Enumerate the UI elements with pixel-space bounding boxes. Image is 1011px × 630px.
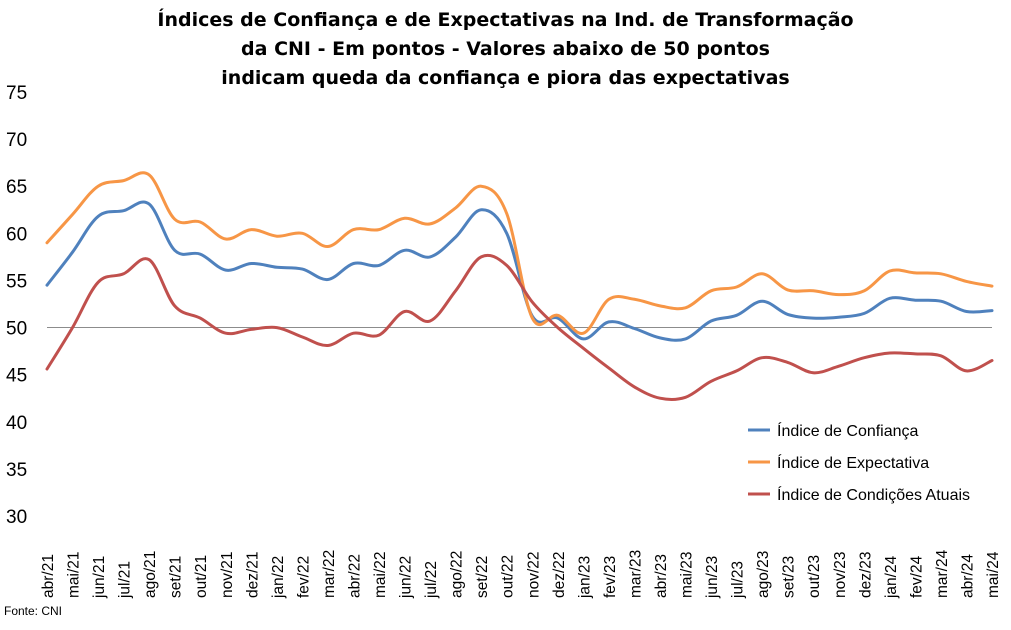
x-tick-label: set/21 bbox=[168, 556, 185, 598]
x-tick-label: mai/24 bbox=[985, 551, 1002, 598]
x-tick-label: mai/22 bbox=[372, 551, 389, 598]
x-tick-label: jun/23 bbox=[704, 556, 721, 599]
x-tick-label: jun/22 bbox=[398, 556, 415, 599]
y-tick-label: 70 bbox=[6, 130, 27, 151]
series-line-1 bbox=[45, 200, 994, 342]
x-tick-label: jan/23 bbox=[576, 556, 593, 599]
x-tick-label: ago/21 bbox=[142, 551, 159, 598]
x-tick-label: dez/21 bbox=[244, 551, 261, 598]
x-tick-label: mar/22 bbox=[321, 550, 338, 598]
chart-title: Índices de Confiança e de Expectativas n… bbox=[0, 6, 1011, 93]
legend-label: Índice de Expectativa bbox=[777, 453, 929, 472]
x-tick-label: abr/24 bbox=[959, 554, 976, 598]
y-tick-label: 75 bbox=[6, 83, 27, 104]
x-tick-label: jun/21 bbox=[91, 556, 108, 599]
x-tick-label: mar/23 bbox=[627, 550, 644, 598]
x-tick-label: jul/22 bbox=[423, 561, 440, 599]
x-tick-label: out/21 bbox=[193, 555, 210, 598]
y-tick-label: 65 bbox=[6, 177, 27, 198]
x-tick-label: ago/23 bbox=[755, 551, 772, 598]
x-tick-label: nov/22 bbox=[525, 551, 542, 598]
y-tick-label: 35 bbox=[6, 460, 27, 481]
x-tick-label: nov/23 bbox=[832, 551, 849, 598]
x-tick-label: dez/22 bbox=[551, 551, 568, 598]
y-tick-label: 50 bbox=[6, 319, 27, 340]
x-tick-label: abr/21 bbox=[40, 554, 57, 598]
x-tick-label: abr/23 bbox=[653, 554, 670, 598]
chart-title-line-2: da CNI - Em pontos - Valores abaixo de 5… bbox=[241, 38, 770, 60]
legend-label: Índice de Confiança bbox=[777, 421, 919, 440]
y-tick-label: 40 bbox=[6, 413, 27, 434]
series-line-2 bbox=[45, 171, 994, 335]
source-note: Fonte: CNI bbox=[4, 604, 63, 618]
series-line-3 bbox=[45, 253, 994, 402]
y-tick-label: 60 bbox=[6, 224, 27, 245]
x-tick-label: ago/22 bbox=[449, 551, 466, 598]
x-tick-label: jan/22 bbox=[270, 556, 287, 599]
x-tick-label: nov/21 bbox=[219, 551, 236, 598]
x-tick-label: set/23 bbox=[781, 556, 798, 598]
x-tick-label: jul/23 bbox=[730, 561, 747, 599]
x-tick-label: dez/23 bbox=[857, 551, 874, 598]
x-tick-label: mai/23 bbox=[679, 551, 696, 598]
y-tick-label: 30 bbox=[6, 507, 27, 528]
x-tick-label: mai/21 bbox=[66, 551, 83, 598]
x-tick-label: jan/24 bbox=[883, 555, 900, 599]
x-tick-label: jul/21 bbox=[117, 561, 134, 599]
y-tick-label: 55 bbox=[6, 271, 27, 292]
x-tick-label: fev/22 bbox=[295, 556, 312, 598]
legend-label: Índice de Condições Atuais bbox=[777, 485, 970, 504]
x-tick-label: abr/22 bbox=[346, 554, 363, 598]
x-tick-label: set/22 bbox=[474, 556, 491, 598]
x-tick-label: out/22 bbox=[500, 555, 517, 598]
x-tick-label: mar/24 bbox=[934, 549, 951, 598]
x-tick-label: fev/23 bbox=[602, 556, 619, 598]
x-tick-label: out/23 bbox=[806, 555, 823, 598]
x-tick-label: fev/24 bbox=[908, 555, 925, 598]
y-tick-label: 45 bbox=[6, 366, 27, 387]
chart-title-line-3: indicam queda da confiança e piora das e… bbox=[221, 67, 790, 89]
chart-title-line-1: Índices de Confiança e de Expectativas n… bbox=[157, 9, 854, 31]
